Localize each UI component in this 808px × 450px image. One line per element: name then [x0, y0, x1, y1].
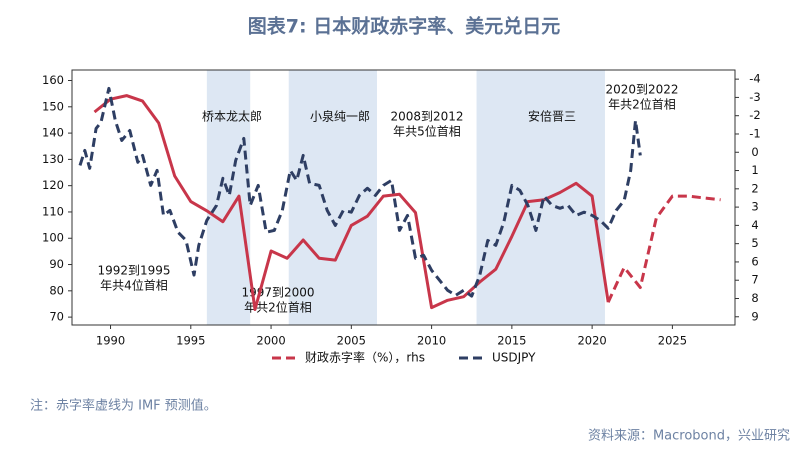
annotation: 桥本龙太郎 [202, 109, 262, 124]
y2-tick-label: 8 [751, 291, 758, 305]
y2-tick-label: 9 [751, 309, 758, 323]
chart-title: 图表7: 日本财政赤字率、美元兑日元 [248, 15, 560, 38]
x-tick-label: 1995 [176, 334, 205, 348]
annotation: 2020到2022 [605, 83, 678, 97]
x-tick-label: 2015 [497, 334, 526, 348]
data-line [78, 86, 642, 298]
plot-frame [71, 69, 736, 326]
x-tick-label: 2005 [337, 334, 366, 348]
y2-tick-label: -2 [749, 108, 760, 122]
y-tick-label: 100 [42, 231, 64, 245]
x-tick-label: 2000 [256, 334, 285, 348]
y-tick-label: 120 [42, 178, 64, 192]
annotation: 年共5位首相 [393, 124, 461, 139]
legend-label: 财政赤字率（%），rhs [305, 350, 425, 365]
y2-tick-label: -1 [749, 126, 760, 140]
y-tick-label: 150 [42, 99, 64, 113]
x-tick-label: 2010 [417, 334, 446, 348]
shaded-period [288, 70, 378, 325]
y-tick-label: 140 [42, 126, 64, 140]
y2-tick-label: -3 [749, 90, 760, 104]
x-tick-label: 1990 [96, 334, 125, 348]
source: 资料来源：Macrobond，兴业研究 [588, 429, 790, 444]
y-tick-label: 90 [49, 257, 64, 271]
annotation: 小泉纯一郎 [310, 110, 370, 124]
y-tick-label: 160 [42, 73, 64, 87]
y2-tick-label: 2 [751, 181, 758, 195]
legend-label: USDJPY [492, 351, 536, 365]
x-tick-label: 2020 [577, 334, 606, 348]
annotation: 1992到1995 [97, 264, 170, 278]
y2-tick-label: 5 [751, 236, 758, 250]
x-tick-label: 2025 [658, 334, 687, 348]
y-tick-label: 130 [42, 152, 64, 166]
y-tick-label: 80 [49, 283, 64, 297]
note: 注：赤字率虚线为 IMF 预测值。 [30, 398, 217, 414]
y2-tick-label: -4 [749, 72, 760, 86]
y2-tick-label: 4 [751, 218, 758, 232]
y2-tick-label: 7 [751, 273, 758, 287]
annotation: 年共2位首相 [608, 97, 676, 112]
y2-tick-label: 3 [751, 200, 758, 214]
data-line [93, 94, 610, 311]
annotation: 2008到2012 [390, 110, 463, 124]
shaded-period [476, 70, 605, 325]
annotation: 年共2位首相 [244, 300, 312, 315]
y-tick-label: 110 [42, 204, 64, 218]
data-line [606, 194, 721, 303]
y2-tick-label: 6 [751, 254, 758, 268]
annotation: 安倍晋三 [528, 109, 576, 124]
annotation: 年共4位首相 [100, 278, 168, 293]
y2-tick-label: 0 [751, 145, 758, 159]
y2-tick-label: 1 [751, 163, 758, 177]
shaded-period [206, 70, 251, 325]
y-tick-label: 70 [49, 310, 64, 324]
